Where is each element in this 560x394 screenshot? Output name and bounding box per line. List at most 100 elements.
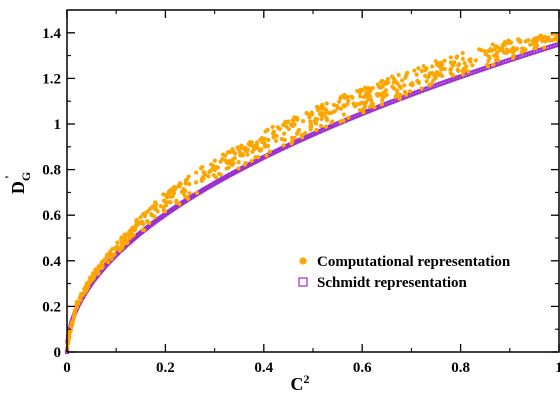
computational-point [198,166,204,171]
computational-point [223,158,228,163]
computational-point [213,175,219,180]
x-tick-label: 1 [555,360,560,376]
computational-point [535,43,540,48]
computational-point [309,124,314,129]
computational-point [473,58,478,63]
computational-point [523,47,528,52]
computational-point [407,89,412,94]
computational-point [292,122,297,127]
axes: 0 0.2 0.4 0.6 0.8 1 0 0.2 0.4 0.6 0.8 1 1.2 1.4 C2 DG' [2,9,560,394]
computational-point [181,191,186,196]
computational-point [395,88,400,93]
computational-point [424,79,429,84]
computational-point [255,145,260,150]
computational-point [294,115,299,120]
computational-point [430,64,435,69]
computational-point [466,69,471,74]
computational-point [370,101,375,107]
computational-point [376,91,382,97]
computational-point [184,195,189,200]
computational-point [292,135,297,140]
x-tick-label: 0.6 [353,360,372,376]
computational-point [218,159,223,164]
computational-point [419,86,424,91]
computational-point [346,115,351,120]
computational-point [258,137,263,142]
computational-point [486,58,491,64]
computational-point [145,219,150,224]
computational-point [262,141,267,146]
computational-point [95,271,100,276]
computational-point [495,50,500,55]
computational-point [303,131,308,136]
computational-point [380,98,385,103]
computational-point [448,55,453,60]
computational-point [329,120,334,125]
plot-area [64,31,560,355]
computational-point [370,86,375,91]
computational-point [440,66,445,71]
computational-point [133,224,138,229]
computational-point [161,192,166,197]
y-tick-label: 1 [54,117,62,133]
computational-point [398,85,403,91]
computational-point [132,228,137,233]
computational-point [274,133,279,139]
x-tick-label: 0.8 [451,360,470,376]
legend-label-schmidt: Schmidt representation [317,275,468,291]
computational-point [177,181,182,186]
computational-point [149,212,154,217]
computational-point [78,292,84,297]
computational-point [297,127,302,133]
computational-point [138,215,143,220]
computational-point [153,200,158,205]
computational-point [115,240,120,245]
computational-point [150,204,155,209]
computational-point [277,126,282,132]
computational-point [404,73,409,78]
computational-point [483,52,488,57]
y-tick-label: 0.4 [42,254,61,270]
computational-point [134,218,139,223]
computational-point [398,92,403,98]
computational-point [451,73,456,78]
computational-point [109,256,114,261]
computational-point [253,155,258,160]
computational-point [170,194,175,199]
computational-point [174,198,179,203]
computational-point [532,36,537,41]
computational-point [70,318,75,323]
computational-point [380,84,385,89]
computational-point [231,149,236,154]
computational-point [323,124,329,129]
computational-point [155,209,160,214]
computational-point [187,191,192,196]
computational-point [249,158,254,164]
computational-point [349,94,354,99]
computational-point [201,170,207,175]
computational-point [207,169,213,174]
computational-point [173,187,178,192]
computational-point [357,101,362,107]
computational-point [304,110,309,116]
computational-point [523,39,528,44]
computational-point [485,64,491,69]
computational-point [346,98,351,103]
computational-point [122,232,127,237]
computational-point [193,180,199,185]
computational-point [491,62,496,67]
computational-point [126,232,131,237]
legend: Computational representation Schmidt repr… [298,254,511,291]
computational-point [99,260,104,265]
computational-point [262,136,267,141]
computational-point [416,66,421,71]
computational-point [315,117,320,122]
computational-point [500,42,506,48]
computational-point [320,102,325,107]
computational-point [158,203,163,209]
computational-point [259,147,264,152]
computational-point [78,297,83,303]
computational-point [404,92,409,97]
computational-point [108,251,113,256]
